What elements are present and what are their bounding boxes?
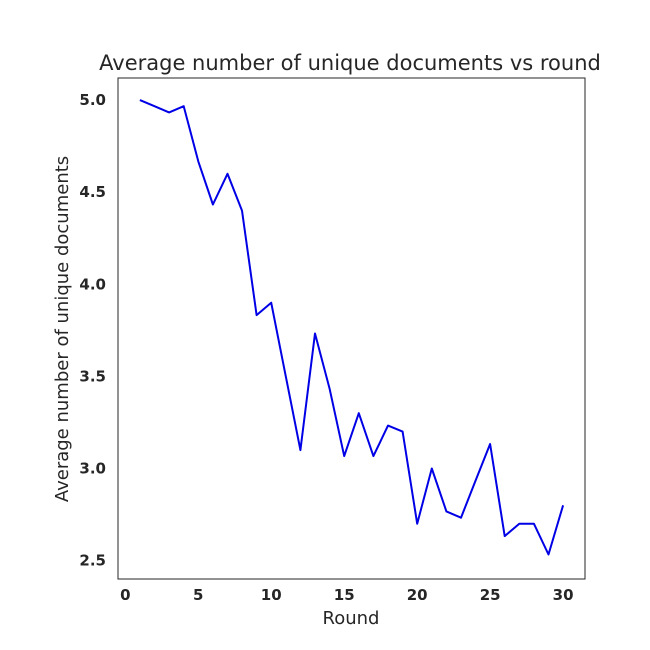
chart-title: Average number of unique documents vs ro… (99, 51, 601, 75)
x-tick-label: 10 (261, 586, 282, 604)
plot-frame (117, 77, 586, 580)
y-tick-label: 5.0 (79, 91, 106, 109)
x-tick-label: 15 (334, 586, 355, 604)
y-tick-label: 2.5 (79, 552, 106, 570)
x-axis-label: Round (323, 608, 380, 629)
y-axis-label: Average number of unique documents (52, 156, 73, 502)
x-tick-label: 25 (480, 586, 501, 604)
series-line (139, 99, 565, 556)
x-tick-label: 20 (407, 586, 428, 604)
y-tick-label: 4.0 (79, 275, 106, 293)
series-group (139, 99, 565, 556)
x-tick-label: 30 (553, 586, 574, 604)
x-tick-label: 5 (193, 586, 203, 604)
y-tick-label: 3.0 (79, 459, 106, 477)
y-tick-label: 4.5 (79, 183, 106, 201)
axis-ticks: 0 5 10 15 20 25 30 2.5 3.0 3.5 4.0 4.5 5.0 (79, 91, 573, 604)
x-tick-label: 0 (120, 586, 130, 604)
y-tick-label: 3.5 (79, 367, 106, 385)
